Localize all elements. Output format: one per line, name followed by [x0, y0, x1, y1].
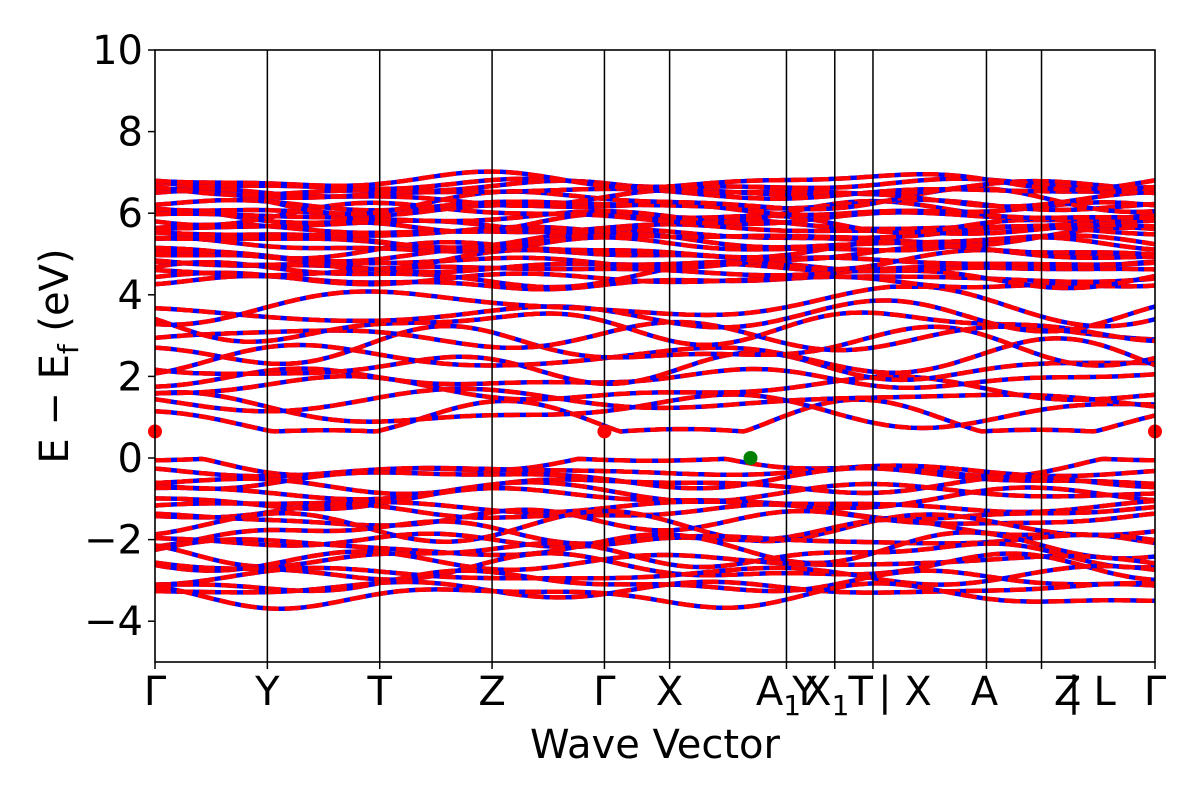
band-line	[155, 169, 1155, 192]
band-line	[155, 350, 1155, 387]
x-tick-label: Z	[1054, 669, 1081, 715]
x-tick-label: T	[367, 669, 393, 715]
band-lines	[155, 169, 1155, 611]
high-symmetry-lines	[266, 50, 1043, 662]
y-axis-label: E − Ef (eV)	[32, 248, 85, 463]
band-line	[155, 540, 1155, 570]
band-line	[155, 579, 1155, 600]
x-tick-label: T	[848, 669, 874, 715]
vbm-marker	[743, 451, 758, 465]
x-tick-label: X1	[804, 669, 849, 722]
y-tick-label: −2	[84, 518, 143, 564]
plot-frame	[154, 49, 1156, 663]
y-tick-label: 8	[118, 110, 143, 156]
band-line	[155, 222, 1155, 236]
x-tick-label: | L	[1067, 669, 1116, 715]
band-line	[155, 501, 1155, 522]
y-tick-label: 2	[118, 354, 143, 400]
x-tick-label: X	[656, 669, 683, 715]
band-line	[155, 238, 1155, 261]
x-axis-label: Wave Vector	[530, 722, 781, 768]
band-line	[155, 284, 1155, 329]
x-tick-label: Y	[254, 669, 280, 715]
band-line	[155, 507, 1155, 533]
band-line	[155, 390, 1155, 431]
x-tick-label: Γ	[144, 669, 167, 715]
band-line	[155, 336, 1155, 376]
y-tick-label: 10	[92, 28, 143, 74]
band-line	[155, 581, 1155, 611]
x-tick-label: Γ	[593, 669, 616, 715]
y-axis-label-group: E − Ef (eV)	[32, 248, 85, 463]
band-line	[155, 551, 1155, 583]
cbm-marker	[597, 424, 612, 439]
band-line	[155, 386, 1155, 414]
band-line	[155, 323, 1155, 368]
band-line	[155, 270, 1155, 287]
band-line	[155, 208, 1155, 227]
band-line	[155, 579, 1155, 600]
y-tick-label: −4	[84, 599, 143, 645]
band-line	[155, 224, 1155, 242]
x-tick-label: Γ	[1144, 669, 1167, 715]
band-line	[155, 373, 1155, 403]
band-line	[155, 207, 1155, 235]
x-tick-label: A	[971, 669, 999, 715]
band-line	[155, 397, 1155, 434]
y-axis-ticks: −4 −2 0 2 4 6 8 10	[84, 28, 155, 645]
band-line	[155, 230, 1155, 252]
band-line	[155, 485, 1155, 512]
band-line	[155, 197, 1155, 213]
band-line	[155, 530, 1155, 566]
y-tick-label: 0	[118, 436, 143, 482]
band-line	[155, 178, 1155, 198]
band-line	[155, 549, 1155, 573]
band-line	[155, 366, 1155, 391]
band-line	[155, 298, 1155, 334]
band-line	[155, 244, 1155, 264]
y-tick-label: 4	[118, 273, 143, 319]
band-line	[155, 169, 1155, 192]
y-tick-label: 6	[118, 191, 143, 237]
x-tick-label: Z	[478, 669, 505, 715]
x-tick-label: Y	[791, 669, 817, 715]
band-line	[155, 235, 1155, 254]
band-line	[155, 474, 1155, 497]
x-tick-label: | X	[878, 669, 932, 715]
band-line	[155, 264, 1155, 278]
band-line	[155, 480, 1155, 504]
band-line	[155, 508, 1155, 544]
band-line	[155, 185, 1155, 201]
band-line	[155, 563, 1155, 587]
